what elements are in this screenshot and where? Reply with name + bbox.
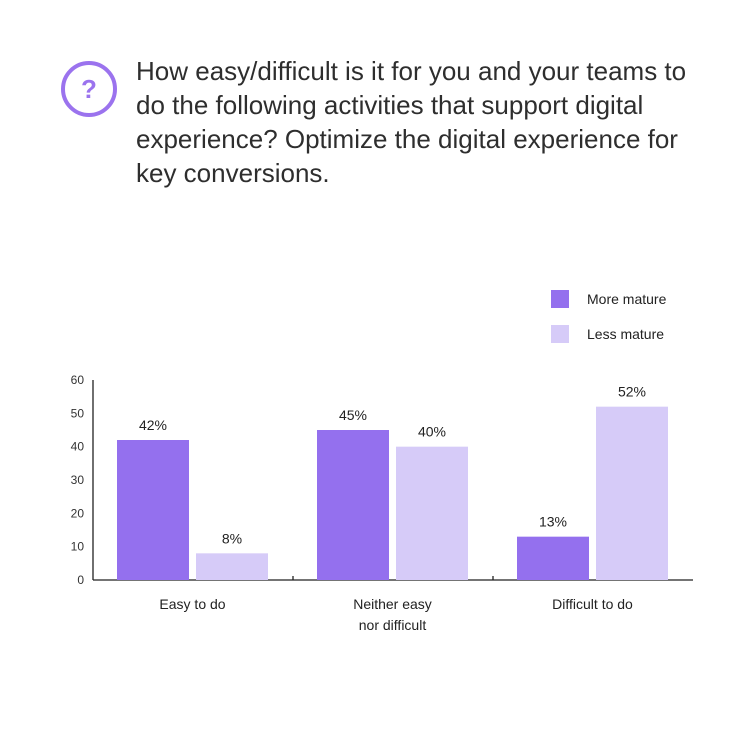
bar [196,553,268,580]
y-tick-label: 60 [71,373,85,387]
bar [396,446,468,580]
question-circle-icon: ? [61,61,117,117]
y-tick-label: 40 [71,440,85,454]
legend-swatch [551,325,569,343]
y-tick-label: 50 [71,406,85,420]
y-tick-label: 30 [71,473,85,487]
bar [117,440,189,580]
legend-label: Less mature [587,326,664,342]
legend-label: More mature [587,291,667,307]
y-tick-label: 0 [77,573,84,587]
bar [596,406,668,580]
legend-swatch [551,290,569,308]
data-label: 52% [618,384,646,400]
question-mark-glyph: ? [81,74,97,104]
page-title: How easy/difficult is it for you and you… [136,56,687,188]
x-tick-label: Difficult to do [552,596,633,612]
data-label: 8% [222,530,242,546]
y-tick-label: 20 [71,506,85,520]
data-label: 13% [539,514,567,530]
x-tick-label: Easy to do [159,596,225,612]
data-label: 40% [418,424,446,440]
question-circle-ring [61,61,117,117]
x-tick-label: nor difficult [359,617,427,633]
data-label: 45% [339,407,367,423]
bar [317,430,389,580]
y-tick-label: 10 [71,540,85,554]
x-tick-label: Neither easy [353,596,432,612]
data-label: 42% [139,417,167,433]
bar [517,536,589,580]
